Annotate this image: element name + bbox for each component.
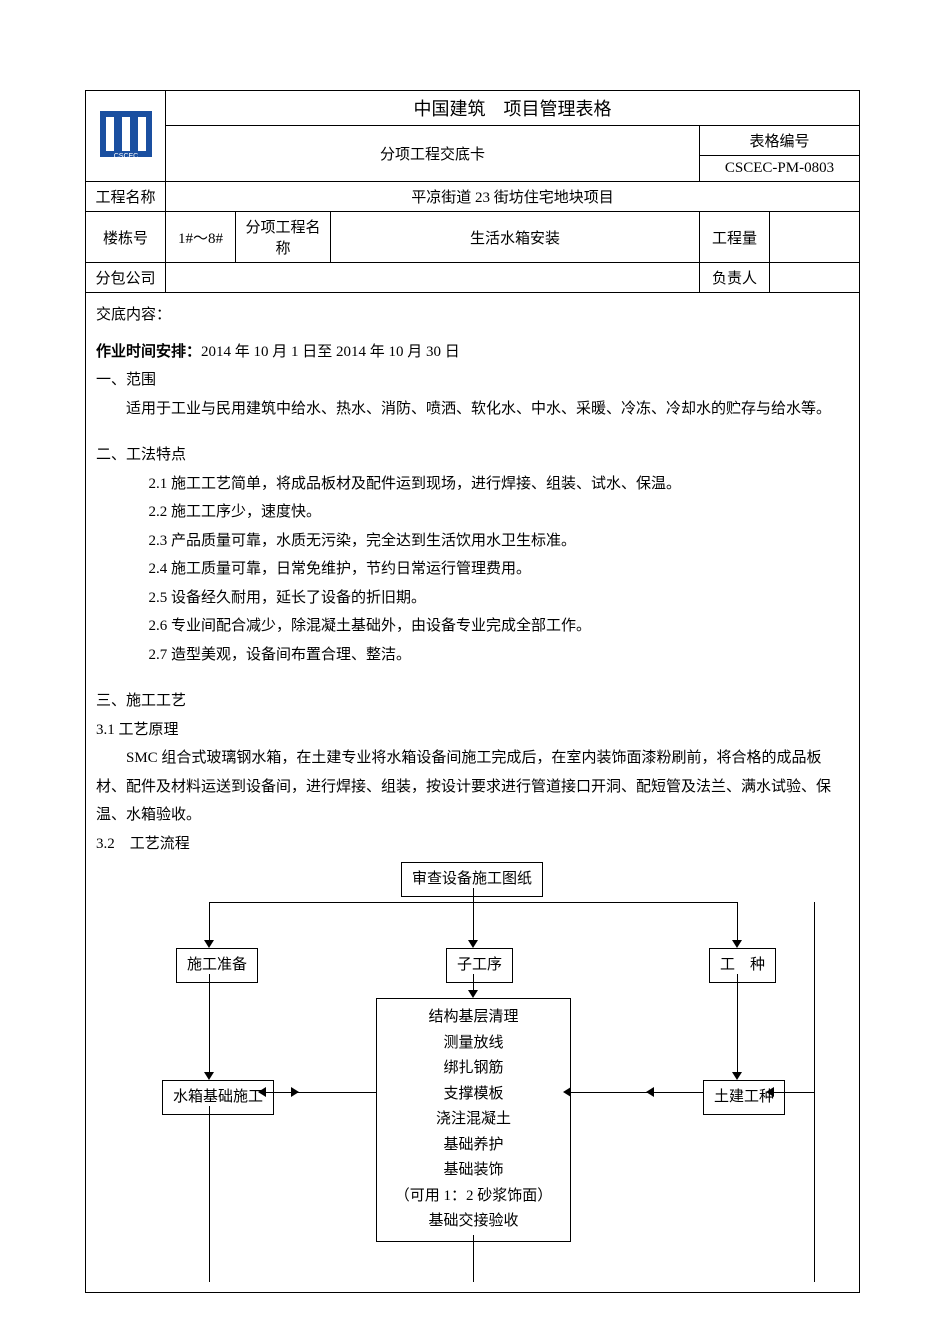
subproject: 生活水箱安装 [331,212,700,263]
flow-step: 基础交接验收 [393,1209,554,1235]
responsible-value [770,263,860,293]
project-name-label: 工程名称 [86,182,166,212]
sec2-item: 2.6 专业间配合减少，除混凝土基础外，由设备专业完成全部工作。 [149,612,850,641]
flow-node-right-mid: 工 种 [709,948,776,983]
sec2-title: 二、工法特点 [96,441,849,470]
schedule-label: 作业时间安排： [96,344,201,360]
qty-label: 工程量 [700,212,770,263]
cscec-logo-icon: CSCEC [96,107,156,161]
intro-label: 交底内容： [96,301,849,330]
flow-node-center-mid: 子工序 [446,948,513,983]
content-body: 交底内容： 作业时间安排：2014 年 10 月 1 日至 2014 年 10 … [85,293,860,1293]
flow-step: 测量放线 [393,1031,554,1057]
sec1-body: 适用于工业与民用建筑中给水、热水、消防、喷洒、软化水、中水、采暖、冷冻、冷却水的… [96,395,849,424]
sec2-item: 2.5 设备经久耐用，延长了设备的折旧期。 [149,584,850,613]
form-no-label: 表格编号 [700,126,860,156]
flow-step: （可用 1：2 砂浆饰面） [393,1184,554,1210]
project-name: 平凉街道 23 街坊住宅地块项目 [166,182,860,212]
sec3-title: 三、施工工艺 [96,687,849,716]
sec2-item: 2.4 施工质量可靠，日常免维护，节约日常运行管理费用。 [149,555,850,584]
responsible-label: 负责人 [700,263,770,293]
schedule-text: 2014 年 10 月 1 日至 2014 年 10 月 30 日 [201,344,460,360]
flow-node-center-steps: 结构基层清理 测量放线 绑扎钢筋 支撑模板 浇注混凝土 基础养护 基础装饰 （可… [376,998,571,1242]
svg-text:CSCEC: CSCEC [113,153,138,160]
qty-value [770,212,860,263]
flow-step: 绑扎钢筋 [393,1056,554,1082]
flow-node-top: 审查设备施工图纸 [401,862,543,897]
flow-step: 支撑模板 [393,1082,554,1108]
flow-step: 浇注混凝土 [393,1107,554,1133]
sec2-item: 2.3 产品质量可靠，水质无污染，完全达到生活饮用水卫生标准。 [149,527,850,556]
flowchart: 审查设备施工图纸 施工准备 子工序 工 种 水箱基础施工 [96,862,849,1292]
main-title: 中国建筑 项目管理表格 [166,91,860,126]
form-no: CSCEC-PM-0803 [700,156,860,182]
sub-title: 分项工程交底卡 [166,126,700,182]
subcontractor-value [166,263,700,293]
flow-node-left-mid: 施工准备 [176,948,258,983]
sec2-item: 2.7 造型美观，设备间布置合理、整洁。 [149,641,850,670]
flow-step: 结构基层清理 [393,1005,554,1031]
flow-step: 基础养护 [393,1133,554,1159]
form-header-table: CSCEC 中国建筑 项目管理表格 分项工程交底卡 表格编号 CSCEC-PM-… [85,90,860,293]
sec3-2-title: 3.2 工艺流程 [96,830,849,859]
building-no: 1#～8# [166,212,236,263]
sec1-title: 一、范围 [96,366,849,395]
flow-step: 基础装饰 [393,1158,554,1184]
subproject-label: 分项工程名称 [236,212,331,263]
document-page: CSCEC 中国建筑 项目管理表格 分项工程交底卡 表格编号 CSCEC-PM-… [85,90,860,1293]
flow-node-left-bottom: 水箱基础施工 [162,1080,274,1115]
flow-node-right-bottom: 土建工种 [703,1080,785,1115]
sec2-item: 2.2 施工工序少，速度快。 [149,498,850,527]
sec2-item: 2.1 施工工艺简单，将成品板材及配件运到现场，进行焊接、组装、试水、保温。 [149,470,850,499]
building-no-label: 楼栋号 [86,212,166,263]
sec2-list: 2.1 施工工艺简单，将成品板材及配件运到现场，进行焊接、组装、试水、保温。 2… [96,470,849,670]
subcontractor-label: 分包公司 [86,263,166,293]
schedule-line: 作业时间安排：2014 年 10 月 1 日至 2014 年 10 月 30 日 [96,338,849,367]
sec3-1-body: SMC 组合式玻璃钢水箱，在土建专业将水箱设备间施工完成后，在室内装饰面漆粉刷前… [96,744,849,830]
logo-cell: CSCEC [86,91,166,182]
sec3-1-title: 3.1 工艺原理 [96,716,849,745]
